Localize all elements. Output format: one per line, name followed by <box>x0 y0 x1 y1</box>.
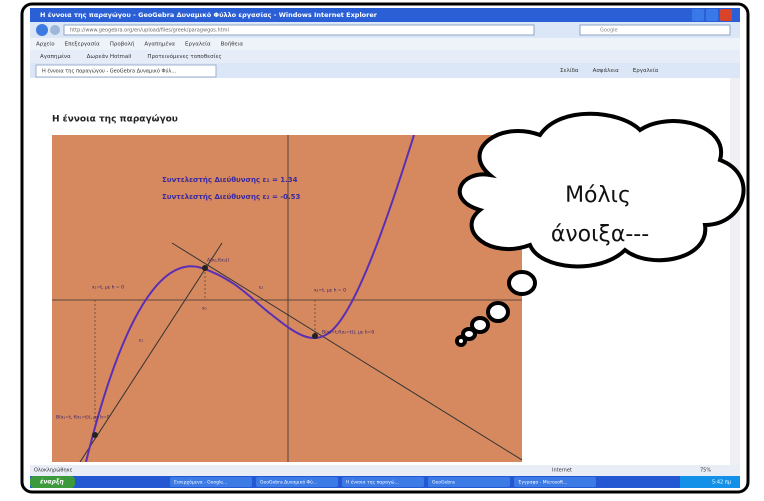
task-label: GeoGebra <box>432 480 455 486</box>
curve <box>85 135 415 462</box>
bubble-dot <box>507 270 537 296</box>
min-button[interactable] <box>692 9 704 21</box>
forward-button[interactable] <box>50 25 60 35</box>
favorite[interactable]: Προτεινόμενες τοποθεσίες <box>147 53 221 60</box>
tab-title: Η έννοια της παραγώγου - GeoGebra Δυναμι… <box>42 68 176 75</box>
status-zoom: 75% <box>700 468 711 474</box>
back-button[interactable] <box>36 24 48 36</box>
address-field[interactable] <box>63 24 535 36</box>
bubble-dot <box>486 301 510 323</box>
secant-1 <box>79 242 223 462</box>
bubble-dot <box>461 327 477 341</box>
favorites-bar <box>30 50 740 63</box>
task-button[interactable] <box>170 477 252 487</box>
tray <box>680 476 740 488</box>
menu-item[interactable]: Προβολή <box>110 41 135 48</box>
task-label: GeoGebra Δυναμικό Φύ... <box>260 479 317 486</box>
menu-item[interactable]: Αρχείο <box>36 41 55 48</box>
thought-bubble <box>455 111 746 347</box>
bubble-line-2: άνοιξα--- <box>551 222 649 247</box>
task-label: Έγγραφο - Microsoft... <box>517 479 567 486</box>
search-field[interactable] <box>579 24 731 36</box>
point <box>202 265 208 271</box>
close-button[interactable] <box>720 9 732 21</box>
task-button[interactable] <box>342 477 424 487</box>
task-items: Εισερχόμενα - Google... GeoGebra Δυναμικό… <box>170 477 596 487</box>
menu-item[interactable]: Επεξεργασία <box>65 41 101 48</box>
secant-2 <box>171 242 522 461</box>
max-button[interactable] <box>706 9 718 21</box>
menu-item[interactable]: Αγαπημένα <box>144 41 175 48</box>
task-button[interactable] <box>256 477 338 487</box>
graph-label: A(x₀,f(x₀)) <box>207 258 229 264</box>
clock: 5:42 πμ <box>712 480 732 486</box>
status-zone: Internet <box>552 468 572 474</box>
favorite[interactable]: Αγαπημένα <box>40 53 71 60</box>
search-text: Google <box>600 28 618 34</box>
status-bar <box>30 465 740 476</box>
start-label: έναρξη <box>40 479 64 486</box>
task-button[interactable] <box>514 477 596 487</box>
graph-label: B(x₁=t, f(x₁=t)), με h=0 <box>56 415 110 421</box>
menu-item[interactable]: Βοήθεια <box>221 41 244 48</box>
task-label: Η έννοια της παραγώ... <box>346 479 399 486</box>
slope-2: Συντελεστής Διεύθυνσης ε₂ = -0.53 <box>162 193 301 201</box>
favorite[interactable]: Δωρεάν Hotmail <box>87 53 132 60</box>
graph-labels: x₁=t, με h = 0 A(x₀,f(x₀)) x₀ ε₂ x₂=t, με h … <box>56 258 374 421</box>
graph-label: x₂=t, με h = 0 <box>314 288 346 294</box>
tool-button[interactable]: Ασφάλεια <box>593 67 620 74</box>
task-button[interactable] <box>428 477 510 487</box>
menu-item[interactable]: Εργαλεία <box>185 41 211 48</box>
graph-label: B(x₂=t,f(x₂=t)), με h=0 <box>322 330 374 336</box>
page-heading: Η έννοια της παραγώγου <box>52 114 178 125</box>
applet: Συντελεστής Διεύθυνσης ε₁ = 1.34 Συντελε… <box>52 135 522 462</box>
tab[interactable] <box>35 64 217 78</box>
graph-label: x₀ <box>202 307 207 312</box>
start-button[interactable] <box>30 476 75 488</box>
tool-button[interactable]: Εργαλεία <box>633 67 659 74</box>
menu: Αρχείο Επεξεργασία Προβολή Αγαπημένα Εργαλεί… <box>36 41 243 48</box>
bubble-line-1: Μόλις <box>565 183 631 208</box>
title-bar <box>30 8 740 22</box>
address-text: http://www.geogebra.org/en/upload/files/… <box>70 28 229 34</box>
cloud <box>457 111 746 269</box>
bubble-dot <box>455 335 467 347</box>
graph-label: x₁=t, με h = 0 <box>92 285 124 291</box>
tools: Σελίδα Ασφάλεια Εργαλεία <box>560 67 659 74</box>
task-label: Εισερχόμενα - Google... <box>174 479 227 486</box>
slope-1: Συντελεστής Διεύθυνσης ε₁ = 1.34 <box>162 176 298 184</box>
status-text: Ολοκληρώθηκε <box>34 467 73 474</box>
window-title: Η έννοια της παραγώγου - GeoGebra Δυναμι… <box>40 11 378 19</box>
applet-bg <box>52 135 522 462</box>
graph-label: ε₁ <box>139 339 143 344</box>
menu-bar <box>30 38 740 50</box>
tool-button[interactable]: Σελίδα <box>560 67 579 74</box>
point <box>312 333 318 339</box>
scrollbar[interactable] <box>730 78 740 465</box>
favorites: Αγαπημένα Δωρεάν Hotmail Προτεινόμενες τοπ… <box>40 53 222 60</box>
bubble-dot <box>470 316 490 334</box>
graph-label: ε₂ <box>259 286 263 291</box>
point <box>92 432 98 438</box>
